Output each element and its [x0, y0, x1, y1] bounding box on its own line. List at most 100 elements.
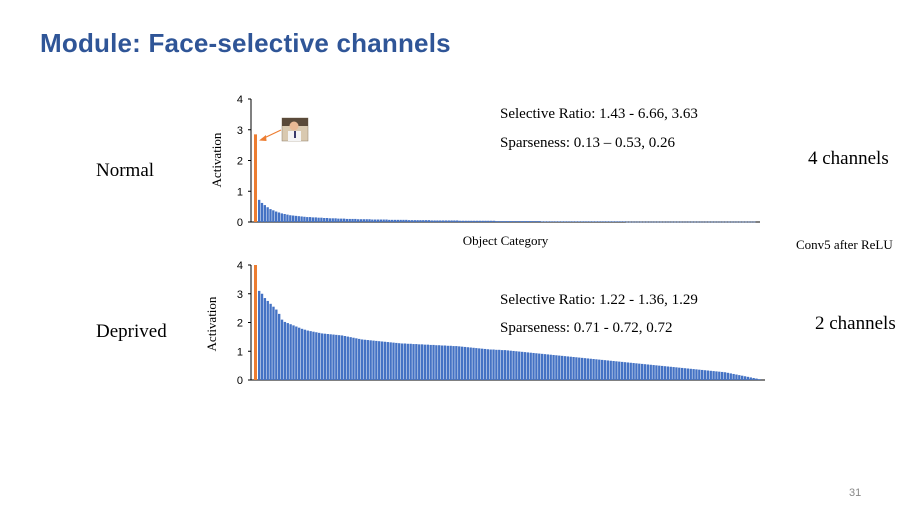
bar [637, 221, 640, 223]
bar [362, 219, 366, 222]
bar [258, 199, 261, 222]
bar [498, 349, 501, 380]
bar [675, 367, 678, 380]
bar [749, 377, 752, 380]
bar [738, 375, 741, 380]
bar [736, 221, 739, 223]
bar [720, 371, 724, 380]
bar [323, 333, 327, 380]
bar [277, 212, 281, 222]
bar [311, 217, 315, 222]
bar-face-category [254, 265, 257, 380]
bar [645, 221, 648, 223]
bar [629, 362, 632, 380]
bar [466, 347, 469, 380]
bar [523, 352, 527, 380]
bar [591, 221, 595, 222]
bar [300, 328, 304, 380]
bar [443, 345, 447, 380]
bar [678, 367, 681, 380]
bar [589, 221, 592, 222]
bar [671, 221, 674, 223]
bar [655, 365, 658, 380]
bar [566, 356, 570, 380]
bar [450, 220, 453, 222]
bar [314, 217, 317, 222]
bar [680, 367, 684, 380]
bar [449, 345, 452, 380]
bar [486, 349, 489, 380]
bar [666, 366, 670, 380]
bar [669, 366, 672, 380]
bar [400, 343, 404, 380]
bar [538, 221, 541, 222]
bar [515, 221, 518, 222]
y-axis-title: Activation [204, 296, 219, 351]
bar [758, 379, 761, 380]
bar [300, 216, 303, 222]
bar [263, 298, 267, 380]
bar [478, 220, 482, 222]
bar [478, 348, 481, 381]
bar [416, 220, 419, 222]
channel-count-deprived: 2 channels [815, 313, 896, 334]
face-thumbnail [281, 117, 309, 142]
bar [625, 221, 629, 223]
bar [648, 221, 651, 223]
bar [349, 337, 352, 380]
bar [692, 369, 695, 380]
bar [406, 343, 409, 380]
bar [289, 215, 292, 222]
bar [480, 348, 484, 380]
bar [529, 221, 532, 222]
bar [529, 352, 532, 380]
bar [303, 216, 306, 222]
bar [317, 217, 320, 222]
bar [512, 221, 515, 222]
bar [668, 221, 671, 223]
bar [385, 219, 388, 222]
bar [424, 220, 428, 222]
bar [586, 358, 590, 380]
bar [320, 333, 324, 380]
bar [507, 221, 510, 222]
bar [743, 376, 747, 380]
bar [415, 344, 418, 380]
face-arrow-head [259, 135, 267, 141]
bar [700, 369, 704, 380]
chart-deprived: 0 1 2 3 4 Activation [204, 260, 765, 387]
bar [540, 221, 544, 222]
bar [654, 221, 657, 223]
bar [269, 303, 272, 380]
bar [662, 221, 665, 223]
bar [555, 221, 558, 222]
bar [620, 221, 623, 222]
bar [283, 321, 287, 380]
y-axis-title: Activation [209, 132, 224, 187]
bar [660, 365, 664, 380]
bar [707, 221, 711, 223]
y-tick-label: 0 [237, 217, 243, 229]
channel-count-normal: 4 channels [808, 148, 889, 169]
bar [320, 217, 323, 222]
bar [432, 344, 435, 380]
bar [503, 350, 507, 380]
bar [402, 219, 405, 222]
bar [360, 339, 364, 380]
bar [359, 219, 363, 222]
bar [447, 220, 450, 222]
bar [398, 343, 401, 380]
bar [325, 218, 329, 222]
bar [682, 221, 685, 223]
bar [354, 218, 357, 222]
bar [427, 220, 431, 222]
bar [357, 219, 360, 222]
bar [258, 290, 261, 381]
bar [628, 221, 631, 223]
row-label-normal: Normal [96, 160, 155, 181]
bar [329, 334, 332, 380]
bar [266, 207, 269, 222]
bar [283, 214, 286, 222]
bar [659, 221, 663, 223]
